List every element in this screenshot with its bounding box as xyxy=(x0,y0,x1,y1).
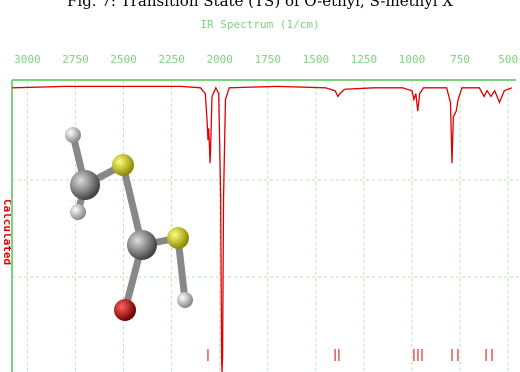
x-tick-label: 1500 xyxy=(303,53,330,66)
x-tick-label: 2250 xyxy=(158,53,185,66)
spectrum-line xyxy=(12,86,512,372)
x-tick-label: 3000 xyxy=(14,53,41,66)
x-tick-label: 500 xyxy=(498,53,518,66)
chart-title: Fig. 7: Transition State (TS) of O-ethyl… xyxy=(67,0,453,10)
x-tick-label: 2500 xyxy=(110,53,137,66)
x-tick-label: 2750 xyxy=(62,53,89,66)
x-tick-label: 750 xyxy=(450,53,470,66)
molecule xyxy=(65,127,193,321)
chart: Fig. 7: Transition State (TS) of O-ethyl… xyxy=(0,0,520,372)
x-tick-label: 1750 xyxy=(255,53,282,66)
x-tick-label: 1000 xyxy=(399,53,426,66)
x-tick-label: 2000 xyxy=(206,53,233,66)
chart-subtitle: IR Spectrum (1/cm) xyxy=(200,18,319,31)
x-tick-label: 1250 xyxy=(351,53,378,66)
